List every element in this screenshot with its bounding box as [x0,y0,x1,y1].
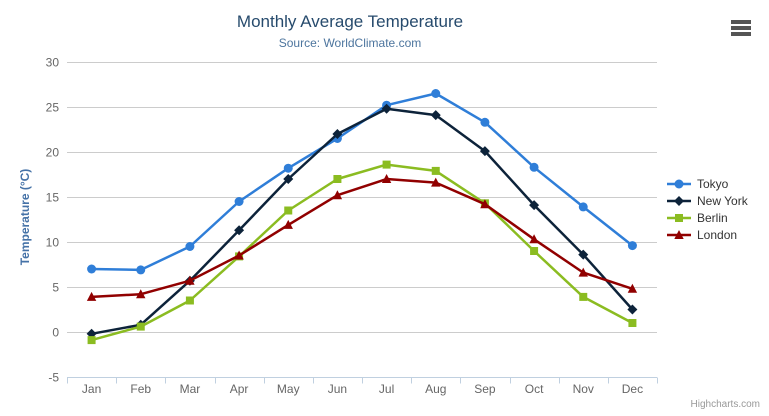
square-marker [185,296,194,305]
triangle-marker [627,283,638,293]
square-marker [675,213,683,222]
square-marker [382,160,391,169]
legend-label: Tokyo [697,176,729,191]
legend-label: London [697,227,738,242]
circle-marker [283,163,293,173]
circle-marker [234,197,244,206]
legend-item-london[interactable]: London [666,226,748,243]
x-axis-tick-label: Mar [180,382,201,396]
square-marker [431,166,440,175]
circle-marker [627,241,637,251]
chart-title: Monthly Average Temperature [236,12,464,31]
chart-subtitle: Source: WorldClimate.com [278,36,422,50]
series-line-new-york [90,107,634,336]
legend-item-berlin[interactable]: Berlin [666,209,748,226]
export-menu-button[interactable] [728,18,756,40]
triangle-marker [578,267,588,277]
diamond-marker [234,225,245,236]
diamond-marker [479,146,490,157]
series-line-london [90,177,634,299]
x-axis-tick-label: Feb [130,382,151,396]
triangle-marker [674,229,684,239]
x-axis-tick-label: Aug [425,382,446,396]
square-marker [87,336,96,345]
series-line-berlin [90,163,634,342]
circle-marker [480,117,490,127]
y-axis-tick-label: 30 [46,56,60,70]
diamond-marker [430,110,441,121]
triangle-marker [480,199,490,209]
y-axis-tick-label: 0 [52,326,59,340]
circle-marker [674,179,684,188]
y-axis-tick-label: 25 [46,101,60,115]
x-axis-tick-label: Dec [622,382,643,396]
x-axis-tick-label: Jan [82,382,101,396]
x-axis-tick-label: May [277,382,300,396]
y-axis-tick-label: 5 [52,281,59,295]
legend-circle-icon [667,179,691,188]
triangle-marker [86,291,97,301]
y-axis-tick-label: 10 [46,236,60,250]
circle-marker [185,242,195,251]
legend-label: Berlin [697,210,728,225]
legend-square-icon [667,213,691,222]
square-marker [628,319,637,327]
hamburger-menu-icon [731,20,753,36]
triangle-marker [431,177,441,187]
x-axis-tick-label: Oct [525,382,544,396]
square-marker [530,247,539,255]
diamond-marker [283,174,294,184]
legend-item-tokyo[interactable]: Tokyo [666,175,748,192]
credits-link[interactable]: Highcharts.com [690,399,760,410]
y-axis-tick-label: 20 [46,146,60,160]
diamond-marker [578,249,589,260]
diamond-marker [381,103,392,114]
legend-diamond-icon [667,195,691,206]
triangle-marker [283,219,293,229]
circle-marker [87,264,97,274]
triangle-marker [185,275,195,285]
circle-marker [578,202,588,212]
square-marker [284,206,293,215]
diamond-marker [674,195,684,206]
triangle-marker [234,250,244,260]
diamond-marker [627,304,638,315]
circle-marker [529,162,539,172]
x-axis-tick-label: Apr [230,382,249,396]
square-marker [136,322,145,331]
triangle-marker [136,289,146,299]
legend-label: New York [697,193,748,208]
legend: Tokyo New York Berlin London [666,175,748,243]
x-axis-tick-label: Jul [379,382,394,396]
square-marker [333,175,342,183]
square-marker [579,292,588,301]
circle-marker [431,89,441,98]
triangle-marker [332,190,343,200]
triangle-marker [529,234,539,244]
y-axis-tick-label: -5 [48,371,59,385]
x-axis-tick-label: Nov [573,382,594,396]
x-axis-tick-label: Sep [474,382,496,396]
legend-item-new-york[interactable]: New York [666,192,748,209]
diamond-marker [529,200,540,211]
legend-triangle-icon [667,229,691,239]
diamond-marker [332,129,343,139]
series-line-tokyo [90,92,634,272]
triangle-marker [381,174,392,183]
circle-marker [136,265,146,275]
y-axis-title: Temperature (°C) [18,168,32,266]
y-axis-tick-label: 15 [46,191,60,205]
x-axis-tick-label: Jun [328,382,347,396]
